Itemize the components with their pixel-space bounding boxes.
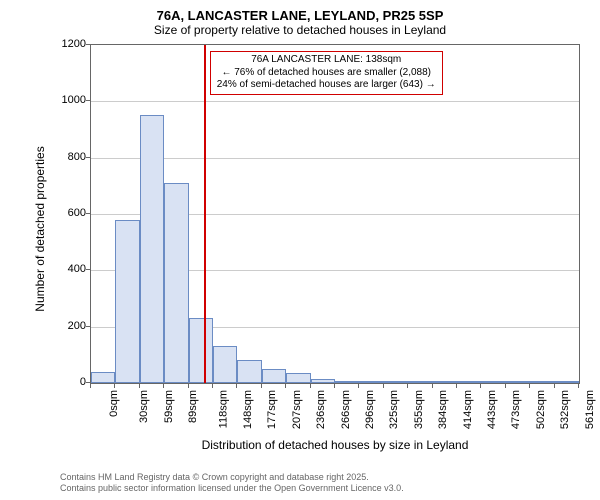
histogram-bar — [433, 381, 457, 383]
histogram-bar — [237, 360, 261, 383]
x-tick-label: 355sqm — [413, 390, 425, 429]
x-tick-mark — [480, 384, 481, 388]
property-marker-line — [204, 45, 206, 383]
x-tick-label: 414sqm — [462, 390, 474, 429]
x-tick-mark — [505, 384, 506, 388]
histogram-bar — [335, 381, 359, 383]
y-tick-label: 0 — [56, 376, 86, 388]
histogram-bar — [555, 381, 579, 383]
plot-area: 76A LANCASTER LANE: 138sqm ← 76% of deta… — [90, 44, 580, 384]
footer-line2: Contains public sector information licen… — [60, 483, 404, 494]
chart-area: Number of detached properties 0200400600… — [60, 44, 580, 414]
y-tick-label: 1000 — [56, 94, 86, 106]
annotation-line3: 24% of semi-detached houses are larger (… — [217, 79, 436, 92]
gridline — [91, 158, 579, 159]
x-tick-label: 384sqm — [437, 390, 449, 429]
x-tick-mark — [212, 384, 213, 388]
x-tick-label: 325sqm — [389, 390, 401, 429]
x-tick-label: 177sqm — [267, 390, 279, 429]
x-tick-mark — [334, 384, 335, 388]
x-tick-mark — [407, 384, 408, 388]
footer-line1: Contains HM Land Registry data © Crown c… — [60, 472, 404, 483]
y-tick-label: 600 — [56, 207, 86, 219]
y-tick-label: 800 — [56, 151, 86, 163]
x-tick-label: 443sqm — [486, 390, 498, 429]
x-tick-mark — [90, 384, 91, 388]
x-tick-label: 59sqm — [163, 390, 175, 423]
histogram-bar — [262, 369, 286, 383]
y-axis-label: Number of detached properties — [33, 146, 47, 311]
histogram-bar — [213, 346, 237, 383]
x-tick-mark — [432, 384, 433, 388]
x-tick-label: 473sqm — [511, 390, 523, 429]
histogram-bar — [140, 115, 164, 383]
x-tick-mark — [358, 384, 359, 388]
x-tick-mark — [383, 384, 384, 388]
x-tick-mark — [578, 384, 579, 388]
annotation-line2: ← 76% of detached houses are smaller (2,… — [217, 67, 436, 80]
y-tick-label: 400 — [56, 263, 86, 275]
x-tick-label: 0sqm — [108, 390, 120, 417]
x-tick-label: 532sqm — [559, 390, 571, 429]
x-tick-mark — [114, 384, 115, 388]
x-tick-label: 207sqm — [291, 390, 303, 429]
annotation-box: 76A LANCASTER LANE: 138sqm ← 76% of deta… — [210, 51, 443, 95]
histogram-bar — [164, 183, 188, 383]
x-tick-label: 89sqm — [187, 390, 199, 423]
x-tick-label: 561sqm — [584, 390, 596, 429]
x-tick-label: 236sqm — [315, 390, 327, 429]
x-tick-mark — [188, 384, 189, 388]
chart-title: 76A, LANCASTER LANE, LEYLAND, PR25 5SP — [0, 0, 600, 23]
x-tick-label: 296sqm — [364, 390, 376, 429]
x-tick-label: 502sqm — [535, 390, 547, 429]
histogram-bar — [408, 381, 432, 383]
x-tick-label: 30sqm — [138, 390, 150, 423]
x-tick-mark — [310, 384, 311, 388]
chart-subtitle: Size of property relative to detached ho… — [0, 23, 600, 41]
histogram-bar — [481, 381, 505, 383]
x-tick-mark — [456, 384, 457, 388]
x-tick-mark — [285, 384, 286, 388]
x-tick-mark — [139, 384, 140, 388]
histogram-bar — [311, 379, 335, 383]
histogram-bar — [359, 381, 383, 383]
histogram-bar — [530, 381, 554, 383]
x-axis-label: Distribution of detached houses by size … — [90, 438, 580, 452]
y-tick-label: 1200 — [56, 38, 86, 50]
annotation-line1: 76A LANCASTER LANE: 138sqm — [217, 54, 436, 67]
x-tick-mark — [529, 384, 530, 388]
x-tick-mark — [163, 384, 164, 388]
x-tick-mark — [554, 384, 555, 388]
footer-attribution: Contains HM Land Registry data © Crown c… — [60, 472, 404, 494]
histogram-bar — [506, 381, 530, 383]
x-tick-mark — [236, 384, 237, 388]
gridline — [91, 101, 579, 102]
histogram-bar — [115, 220, 139, 383]
x-tick-label: 118sqm — [217, 390, 229, 428]
histogram-bar — [457, 381, 481, 383]
x-tick-label: 266sqm — [340, 390, 352, 429]
histogram-bar — [286, 373, 310, 383]
x-tick-mark — [261, 384, 262, 388]
x-tick-label: 148sqm — [242, 390, 254, 429]
histogram-bar — [384, 381, 408, 383]
y-tick-label: 200 — [56, 320, 86, 332]
histogram-bar — [91, 372, 115, 383]
histogram-bar — [189, 318, 213, 383]
